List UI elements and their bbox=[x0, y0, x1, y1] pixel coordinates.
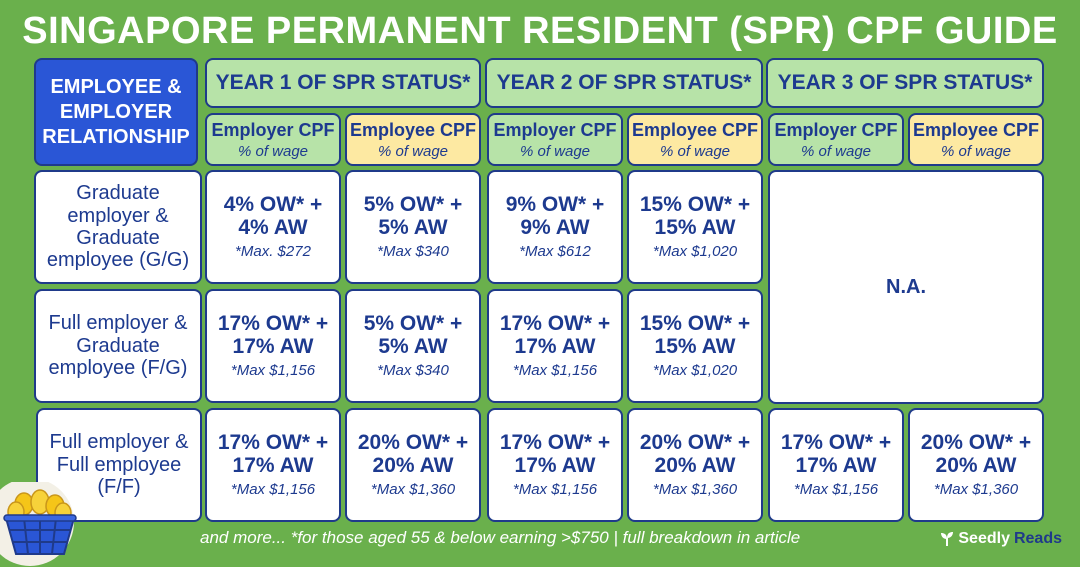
max-text: *Max $1,360 bbox=[933, 481, 1019, 499]
subheader-employee-y3: Employee CPF % of wage bbox=[908, 113, 1044, 166]
rate-cell: 15% OW* + 15% AW *Max $1,020 bbox=[627, 289, 763, 403]
row-label-gg: Graduate employer & Graduate employee (G… bbox=[34, 170, 202, 284]
subheader-label: Employer CPF bbox=[493, 119, 617, 140]
rate-text: 20% OW* + 20% AW bbox=[920, 430, 1032, 477]
subheader-employer-y2: Employer CPF % of wage bbox=[487, 113, 623, 166]
seedling-icon bbox=[941, 532, 954, 546]
rate-text: 17% OW* + 17% AW bbox=[217, 430, 329, 477]
max-text: *Max $1,020 bbox=[652, 243, 738, 261]
subheader-unit: % of wage bbox=[940, 142, 1012, 160]
rate-cell: 17% OW* + 17% AW *Max $1,156 bbox=[205, 289, 341, 403]
rate-cell: 17% OW* + 17% AW *Max $1,156 bbox=[205, 408, 341, 522]
max-text: *Max $612 bbox=[519, 243, 591, 261]
max-text: *Max $1,156 bbox=[512, 362, 598, 380]
rate-text: 20% OW* + 20% AW bbox=[639, 430, 751, 477]
max-text: *Max $1,360 bbox=[370, 481, 456, 499]
rate-text: 20% OW* + 20% AW bbox=[357, 430, 469, 477]
subheader-unit: % of wage bbox=[377, 142, 449, 160]
subheader-label: Employee CPF bbox=[912, 119, 1040, 140]
rate-cell: 9% OW* + 9% AW *Max $612 bbox=[487, 170, 623, 284]
brand-logo: Seedly Reads bbox=[940, 530, 1062, 548]
max-text: *Max $1,360 bbox=[652, 481, 738, 499]
max-text: *Max $340 bbox=[377, 243, 449, 261]
subheader-employee-y1: Employee CPF % of wage bbox=[345, 113, 481, 166]
footer-note: and more... *for those aged 55 & below e… bbox=[200, 528, 801, 547]
rate-cell: 17% OW* + 17% AW *Max $1,156 bbox=[487, 289, 623, 403]
rate-cell: 5% OW* + 5% AW *Max $340 bbox=[345, 170, 481, 284]
year-3-header: YEAR 3 OF SPR STATUS* bbox=[766, 58, 1044, 108]
subheader-label: Employer CPF bbox=[774, 119, 898, 140]
page-title: SINGAPORE PERMANENT RESIDENT (SPR) CPF G… bbox=[22, 10, 1058, 52]
rate-text: 5% OW* + 5% AW bbox=[363, 192, 463, 239]
max-text: *Max $1,020 bbox=[652, 362, 738, 380]
rate-text: 15% OW* + 15% AW bbox=[639, 192, 751, 239]
max-text: *Max. $272 bbox=[235, 243, 311, 261]
brand-name-part1: Seedly bbox=[958, 530, 1010, 547]
rate-cell: 20% OW* + 20% AW *Max $1,360 bbox=[345, 408, 481, 522]
rate-cell: 20% OW* + 20% AW *Max $1,360 bbox=[627, 408, 763, 522]
brand-name-part2: Reads bbox=[1013, 530, 1062, 547]
rate-text: 4% OW* + 4% AW bbox=[223, 192, 323, 239]
rate-text: 15% OW* + 15% AW bbox=[639, 311, 751, 358]
subheader-unit: % of wage bbox=[800, 142, 872, 160]
row-label-fg: Full employer & Graduate employee (F/G) bbox=[34, 289, 202, 403]
egg-basket-icon bbox=[0, 482, 77, 566]
rate-text: 17% OW* + 17% AW bbox=[499, 311, 611, 358]
not-applicable-cell: N.A. bbox=[768, 170, 1044, 404]
subheader-employer-y1: Employer CPF % of wage bbox=[205, 113, 341, 166]
subheader-unit: % of wage bbox=[519, 142, 591, 160]
rate-text: 17% OW* + 17% AW bbox=[780, 430, 892, 477]
subheader-label: Employer CPF bbox=[211, 119, 335, 140]
max-text: *Max $1,156 bbox=[512, 481, 598, 499]
subheader-unit: % of wage bbox=[659, 142, 731, 160]
rate-cell: 15% OW* + 15% AW *Max $1,020 bbox=[627, 170, 763, 284]
rate-cell: 20% OW* + 20% AW *Max $1,360 bbox=[908, 408, 1044, 522]
max-text: *Max $1,156 bbox=[230, 481, 316, 499]
year-1-header: YEAR 1 OF SPR STATUS* bbox=[205, 58, 481, 108]
rate-text: 9% OW* + 9% AW bbox=[505, 192, 605, 239]
rate-text: 5% OW* + 5% AW bbox=[363, 311, 463, 358]
subheader-employer-y3: Employer CPF % of wage bbox=[768, 113, 904, 166]
rate-cell: 17% OW* + 17% AW *Max $1,156 bbox=[768, 408, 904, 522]
subheader-label: Employee CPF bbox=[349, 119, 477, 140]
relationship-header: EMPLOYEE & EMPLOYER RELATIONSHIP bbox=[34, 58, 198, 166]
rate-text: 17% OW* + 17% AW bbox=[217, 311, 329, 358]
subheader-unit: % of wage bbox=[237, 142, 309, 160]
subheader-employee-y2: Employee CPF % of wage bbox=[627, 113, 763, 166]
max-text: *Max $340 bbox=[377, 362, 449, 380]
rate-text: 17% OW* + 17% AW bbox=[499, 430, 611, 477]
rate-cell: 5% OW* + 5% AW *Max $340 bbox=[345, 289, 481, 403]
rate-cell: 17% OW* + 17% AW *Max $1,156 bbox=[487, 408, 623, 522]
max-text: *Max $1,156 bbox=[230, 362, 316, 380]
max-text: *Max $1,156 bbox=[793, 481, 879, 499]
rate-cell: 4% OW* + 4% AW *Max. $272 bbox=[205, 170, 341, 284]
subheader-label: Employee CPF bbox=[631, 119, 759, 140]
year-2-header: YEAR 2 OF SPR STATUS* bbox=[485, 58, 763, 108]
